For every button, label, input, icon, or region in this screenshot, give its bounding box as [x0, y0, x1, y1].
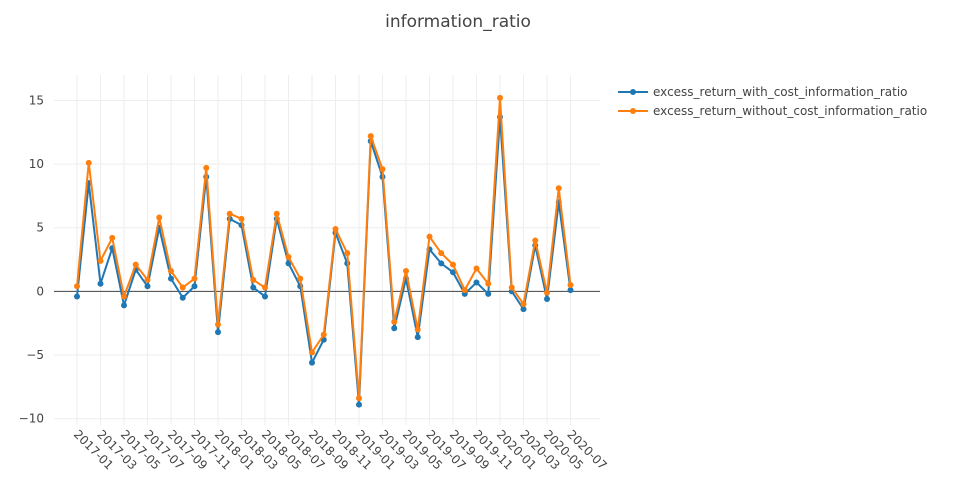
data-point [356, 401, 362, 408]
data-point [309, 359, 315, 366]
data-point [156, 214, 163, 221]
data-point [544, 296, 550, 302]
data-point [203, 164, 210, 171]
data-point [109, 234, 116, 241]
data-point [344, 250, 351, 257]
data-point [74, 283, 80, 290]
data-point [450, 269, 456, 276]
y-tick-label: 15 [29, 93, 44, 107]
data-point [226, 210, 233, 217]
data-point [297, 275, 304, 282]
chart-title: information_ratio [385, 12, 531, 32]
data-point [179, 294, 186, 301]
data-point [74, 293, 80, 300]
legend-item-1[interactable]: excess_return_with_cost_information_rati… [618, 85, 908, 99]
data-point [191, 283, 198, 290]
data-point [426, 233, 433, 240]
data-point [191, 275, 198, 282]
data-point [520, 301, 527, 308]
data-point [168, 275, 174, 282]
data-point [262, 284, 268, 291]
data-point [567, 287, 574, 294]
data-point [97, 280, 104, 287]
data-point [497, 94, 503, 101]
data-point [97, 257, 104, 264]
data-point [367, 133, 374, 140]
data-point [379, 166, 386, 173]
series-layer [74, 94, 574, 408]
data-point [567, 282, 574, 288]
data-point [450, 261, 456, 268]
legend: excess_return_with_cost_information_rati… [618, 85, 927, 118]
data-point [285, 260, 292, 267]
y-tick-label: −5 [26, 348, 44, 362]
data-point [485, 280, 492, 287]
data-point [132, 261, 139, 268]
data-point [438, 260, 445, 267]
data-point [215, 329, 221, 336]
data-point [320, 331, 327, 338]
data-point [309, 349, 315, 356]
data-point [532, 237, 539, 244]
y-axis-ticks: −10 −5 0 5 10 15 [19, 93, 44, 425]
data-point [403, 268, 409, 274]
legend-label: excess_return_with_cost_information_rati… [653, 85, 908, 99]
data-point [144, 283, 151, 290]
y-tick-label: 10 [29, 157, 44, 171]
data-point [285, 254, 292, 260]
data-point [520, 306, 527, 313]
data-point [461, 287, 468, 294]
data-point [473, 279, 480, 286]
data-point [238, 215, 245, 222]
y-tick-label: 0 [36, 284, 44, 298]
data-point [391, 318, 398, 325]
y-tick-label: 5 [36, 221, 44, 235]
series-2 [74, 94, 574, 402]
data-point [555, 185, 562, 192]
data-point [544, 289, 550, 296]
data-point [485, 290, 492, 297]
legend-swatch-marker [630, 89, 636, 95]
data-point [121, 293, 127, 300]
data-point [144, 276, 151, 283]
legend-label: excess_return_without_cost_information_r… [653, 104, 927, 118]
data-point [332, 226, 339, 232]
data-point [262, 293, 268, 300]
data-point [250, 284, 257, 291]
data-point [414, 326, 421, 333]
data-point [273, 210, 280, 217]
data-point [356, 395, 362, 402]
data-point [414, 334, 421, 341]
data-point [473, 265, 480, 272]
data-point [85, 159, 92, 166]
data-point [508, 284, 515, 291]
legend-item-2[interactable]: excess_return_without_cost_information_r… [618, 104, 927, 118]
data-point [179, 284, 186, 291]
y-tick-label: −10 [19, 412, 44, 426]
data-point [391, 325, 398, 332]
legend-swatch-marker [630, 108, 636, 114]
data-point [121, 302, 127, 309]
data-point [438, 250, 445, 257]
data-point [215, 321, 221, 328]
data-point [250, 276, 257, 283]
data-point [168, 268, 174, 274]
